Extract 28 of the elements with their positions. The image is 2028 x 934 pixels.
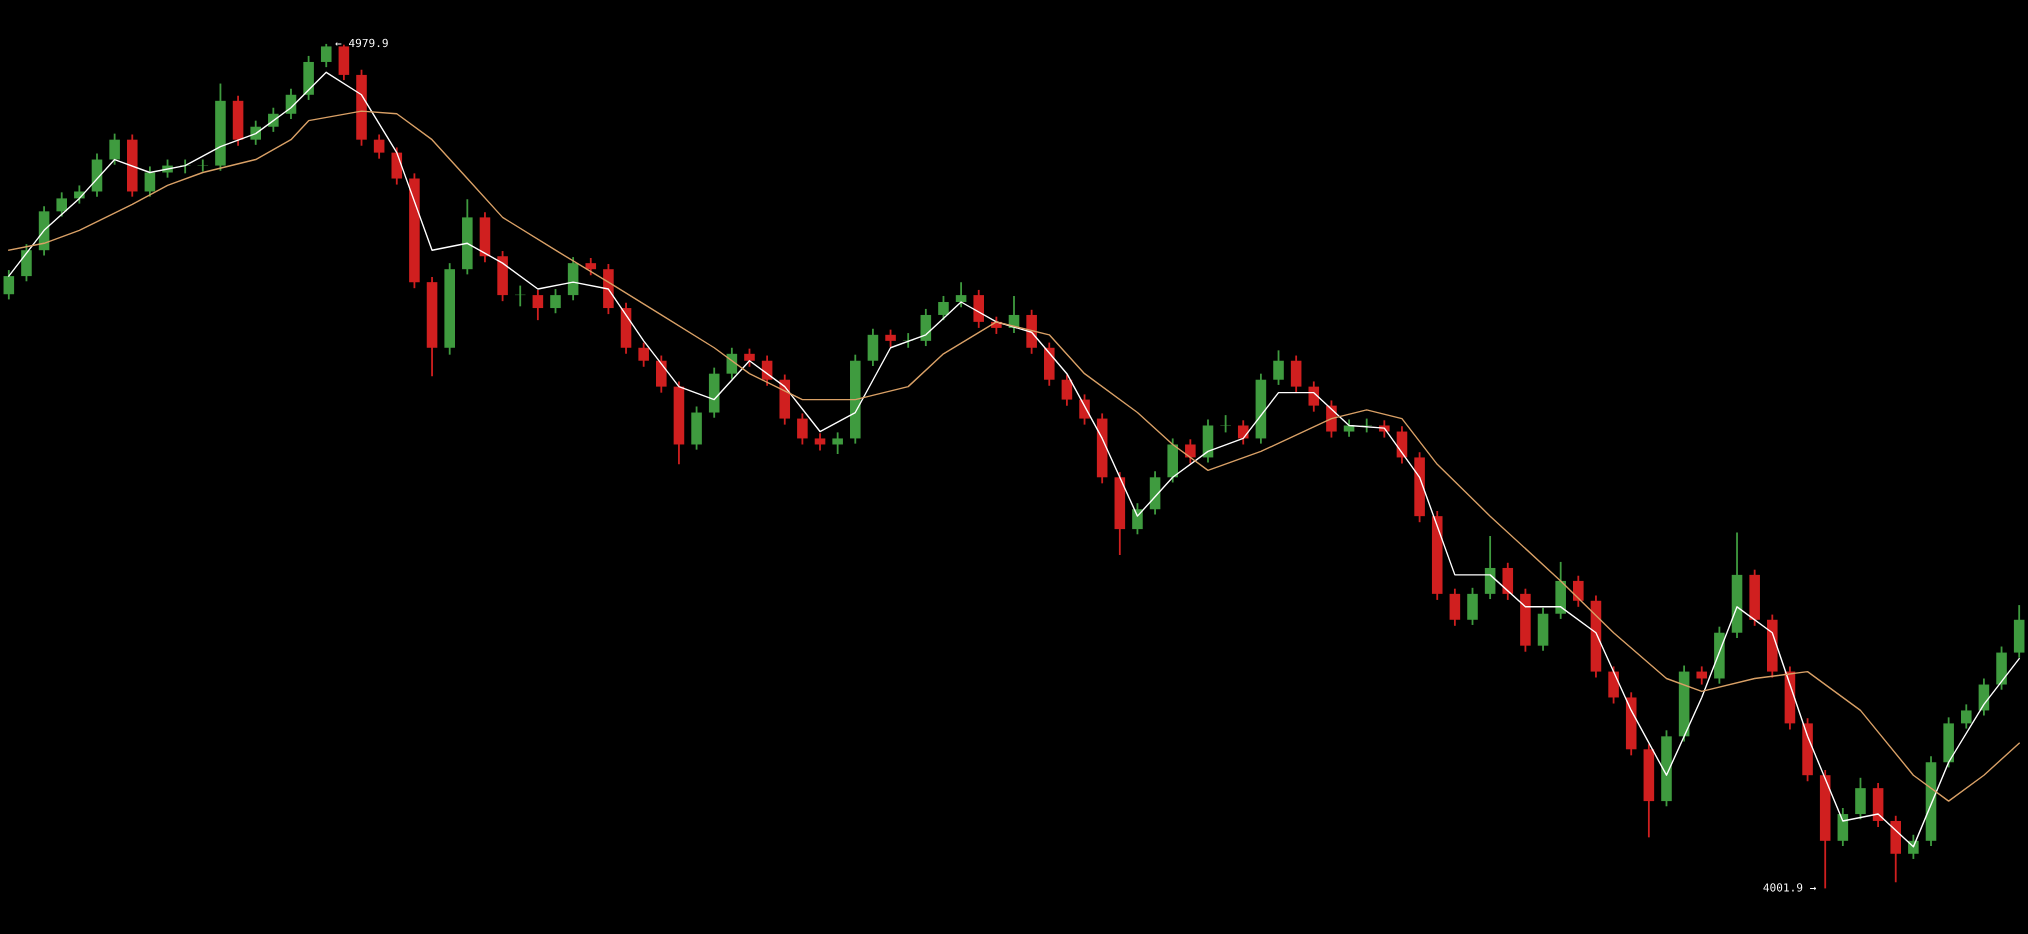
candlestick xyxy=(1061,373,1073,407)
candlestick xyxy=(1132,502,1143,536)
candlestick xyxy=(1696,665,1708,686)
candlestick xyxy=(1185,438,1196,465)
candlestick xyxy=(1573,574,1584,608)
candlestick xyxy=(744,347,755,368)
annotation: 4001.9 → xyxy=(1763,883,1817,892)
candlestick xyxy=(197,158,209,173)
candlestick xyxy=(144,165,156,198)
candlestick xyxy=(832,431,843,455)
candlestick xyxy=(320,43,332,69)
annotation: ← 4979.9 xyxy=(335,38,388,48)
candlestick xyxy=(1079,393,1090,426)
candlestick xyxy=(373,133,385,160)
candlestick xyxy=(532,289,544,322)
candlestick xyxy=(3,269,15,301)
candlestick xyxy=(955,281,967,309)
candlestick xyxy=(1237,419,1249,446)
candlestick xyxy=(638,341,649,368)
candlestick xyxy=(74,184,85,205)
candlestick xyxy=(250,119,261,146)
candlestick xyxy=(797,412,808,446)
candlestick xyxy=(938,295,949,322)
candlestick xyxy=(109,132,120,166)
candlestick xyxy=(1273,349,1284,386)
candlestick xyxy=(550,288,561,315)
candlestick xyxy=(56,191,68,218)
candlestick xyxy=(1960,703,1972,730)
